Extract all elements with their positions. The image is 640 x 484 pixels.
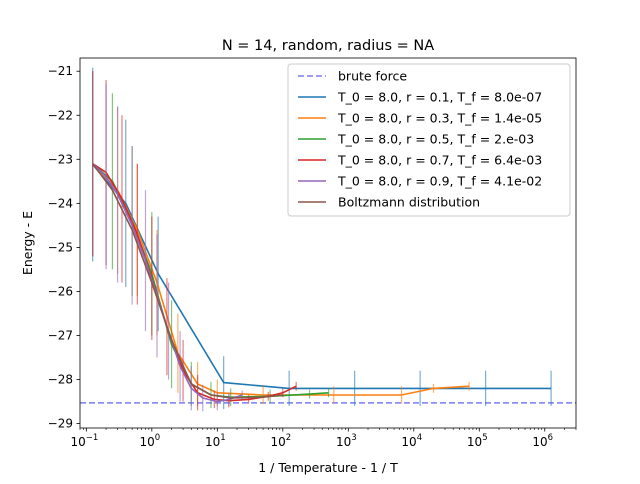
y-tick-label: −26 [48,284,73,298]
plot-area-border [79,57,577,429]
series-6 [92,163,283,399]
y-tick-label: −24 [48,196,73,210]
legend-label: brute force [338,69,407,84]
y-tick-label: −27 [48,329,73,343]
x-tick-exponent: 4 [417,433,422,443]
x-tick-exponent: 5 [482,433,487,443]
y-tick-label: −21 [48,64,73,78]
x-tick-exponent: 3 [351,433,356,443]
x-axis-label: 1 / Temperature - 1 / T [258,460,398,475]
legend-label: T_0 = 8.0, r = 0.5, T_f = 2.e-03 [337,132,534,147]
y-tick-label: −22 [48,108,73,122]
x-tick-exponent: 6 [548,433,553,443]
x-tick-exponent: 0 [155,433,160,443]
legend-label: T_0 = 8.0, r = 0.3, T_f = 1.4e-05 [337,111,542,126]
legend-label: Boltzmann distribution [338,195,480,210]
axes-frame [79,57,577,429]
y-tick-label: −23 [48,152,73,166]
legend-label: T_0 = 8.0, r = 0.9, T_f = 4.1e-02 [337,174,542,189]
legend-label: T_0 = 8.0, r = 0.7, T_f = 6.4e-03 [337,153,542,168]
legend-label: T_0 = 8.0, r = 0.1, T_f = 8.0e-07 [337,90,542,105]
legend: brute force T_0 = 8.0, r = 0.1, T_f = 8.0… [287,63,571,217]
y-tick-label: −29 [48,417,73,431]
y-axis-ticks: −21 −22 −23 −24 −25 −26 −27 −28 −29 [48,64,80,431]
x-tick-exponent: 2 [286,433,291,443]
x-tick-exponent: 1 [220,433,225,443]
y-tick-label: −25 [48,240,73,254]
series-line [92,163,283,399]
series-line [92,163,470,396]
chart-title: N = 14, random, radius = NA [222,38,434,54]
series-layer [80,67,576,412]
y-axis-label: Energy - E [20,211,35,275]
y-tick-label: −28 [48,373,73,387]
x-tick-exponent: −1 [86,433,99,443]
legend-frame [287,63,571,217]
